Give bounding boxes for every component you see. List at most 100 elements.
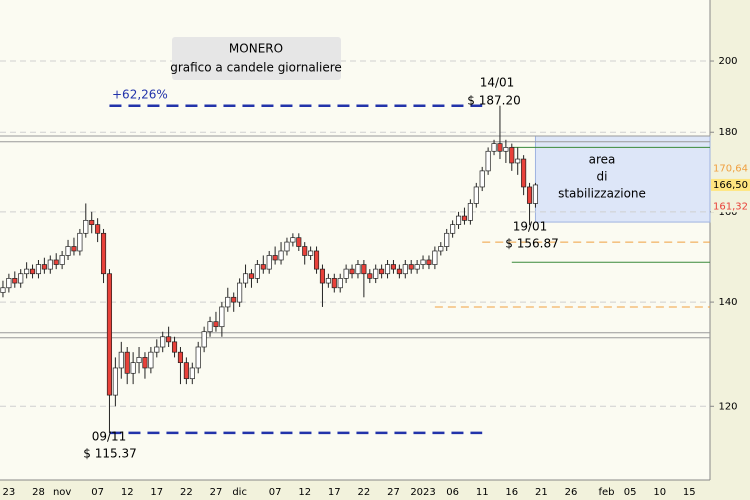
candle-body xyxy=(100,232,107,275)
y-tick-label: 120 xyxy=(718,401,737,412)
zone xyxy=(534,135,711,223)
candle-body xyxy=(136,357,142,364)
annotation: $ 115.37 xyxy=(83,447,136,461)
candle-body xyxy=(384,264,391,275)
candle-body xyxy=(343,268,349,279)
annotation: +62,26% xyxy=(112,88,168,102)
candle-body xyxy=(302,246,308,256)
candle-body xyxy=(461,215,468,221)
y-tick-label: 200 xyxy=(718,56,737,67)
candle-body xyxy=(367,273,373,279)
candle-body xyxy=(237,282,243,303)
candle-body xyxy=(485,150,491,172)
y-tick-label: 160 xyxy=(718,207,737,218)
candle-body xyxy=(438,246,444,252)
x-tick-label: 12 xyxy=(298,487,311,498)
price-label: 161,32 xyxy=(713,201,748,212)
candle-body xyxy=(154,346,160,353)
candle-body xyxy=(503,147,509,152)
annotation: 14/01 xyxy=(480,76,515,90)
x-tick-label: 27 xyxy=(387,487,400,498)
candle-body xyxy=(89,219,95,225)
x-tick-label: 22 xyxy=(180,487,193,498)
candle-body xyxy=(171,341,178,353)
x-tick-label: 21 xyxy=(535,487,548,498)
price-label: 166,50 xyxy=(713,180,748,191)
candle-body xyxy=(432,250,438,265)
candle-body xyxy=(521,158,527,188)
x-tick-label: 05 xyxy=(624,487,637,498)
candle-body xyxy=(402,264,408,275)
candle-body xyxy=(148,351,154,369)
candle-body xyxy=(290,237,296,243)
candle-body xyxy=(266,255,272,270)
candle-body xyxy=(95,224,101,234)
annotation: $ 156.87 xyxy=(505,237,558,251)
zone-label: stabilizzazione xyxy=(558,187,646,201)
candle-body xyxy=(177,351,184,364)
plot xyxy=(0,60,714,435)
candle-body xyxy=(29,268,36,275)
candle-body xyxy=(325,278,331,284)
y-axis-panel xyxy=(710,0,750,500)
candle-body xyxy=(509,147,515,164)
candle-body xyxy=(479,170,485,188)
candle-body xyxy=(313,250,320,270)
candle-body xyxy=(337,278,343,289)
candle-body xyxy=(355,264,361,275)
x-tick-label: 07 xyxy=(91,487,104,498)
annotation: $ 187.20 xyxy=(467,94,520,108)
candle-body xyxy=(18,273,24,284)
candle-body xyxy=(231,296,237,303)
candle-body xyxy=(0,287,6,293)
candle-body xyxy=(331,278,337,289)
candle-body xyxy=(24,268,30,275)
x-tick-label: 11 xyxy=(476,487,489,498)
candle-body xyxy=(278,250,284,261)
candle-body xyxy=(260,264,266,270)
candle-body xyxy=(467,203,473,221)
candle-body xyxy=(189,367,195,380)
x-tick-label: feb xyxy=(598,487,614,498)
candle-body xyxy=(284,241,290,252)
candle-body xyxy=(35,264,42,275)
candle-body xyxy=(408,264,414,270)
candle-body xyxy=(195,346,201,369)
candle-body xyxy=(77,232,83,252)
x-tick-label: 16 xyxy=(505,487,518,498)
x-tick-label: 22 xyxy=(358,487,371,498)
candle-body xyxy=(248,273,255,279)
x-tick-label: 2023 xyxy=(410,487,435,498)
annotation: 09/11 xyxy=(92,430,127,444)
candle-body xyxy=(142,357,148,369)
candle-body xyxy=(219,306,225,328)
x-tick-label: 23 xyxy=(3,487,16,498)
x-tick-label: dic xyxy=(232,487,247,498)
x-tick-label: 17 xyxy=(150,487,163,498)
candle-body xyxy=(497,143,503,152)
price-label: 170,64 xyxy=(713,163,748,174)
candle-body xyxy=(53,259,59,265)
candle-body xyxy=(414,264,420,270)
candle-body xyxy=(426,259,432,265)
candle-body xyxy=(308,250,314,256)
x-tick-label: 07 xyxy=(269,487,282,498)
chart-title: MONERO xyxy=(229,42,283,56)
price-label-box xyxy=(711,178,750,191)
candle-body xyxy=(12,278,18,284)
x-tick-label: 06 xyxy=(446,487,459,498)
candle-body xyxy=(71,246,77,252)
candle-body xyxy=(183,362,189,380)
x-tick-label: 28 xyxy=(32,487,45,498)
candle-body xyxy=(390,264,397,270)
candle-body xyxy=(420,259,426,265)
candle-body xyxy=(272,255,278,261)
candle-body xyxy=(47,259,53,270)
x-tick-label: nov xyxy=(53,487,71,498)
chart-subtitle: grafico a candele giornaliere xyxy=(170,61,342,75)
candle-body xyxy=(532,184,539,204)
candle-body xyxy=(124,351,130,374)
x-axis-panel xyxy=(0,480,750,500)
